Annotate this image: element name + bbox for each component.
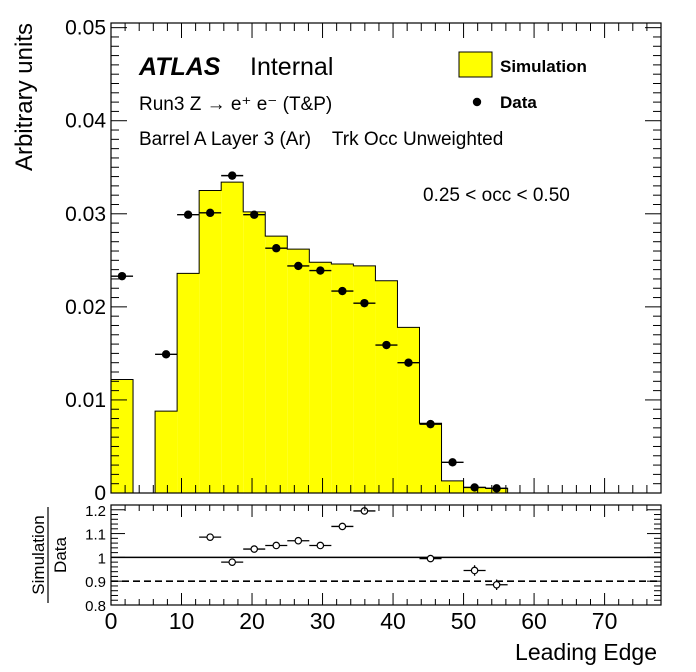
ratio-point: [228, 558, 236, 566]
atlas-label: ATLAS: [138, 53, 221, 81]
data-point: [470, 483, 479, 492]
ratio-point: [294, 536, 303, 545]
simulation-bin: [177, 273, 200, 493]
data-point: [227, 171, 237, 180]
data-point: [448, 458, 457, 467]
x-tick-label: 70: [592, 608, 618, 634]
simulation-bin: [353, 265, 376, 493]
x-tick-label: 20: [239, 608, 265, 634]
data-points: [111, 171, 508, 493]
simulation-bin: [221, 182, 244, 494]
simulation-outline: [110, 181, 509, 494]
region-annotation: Barrel A Layer 3 (Ar) Trk Occ Unweighted: [139, 129, 503, 150]
data-point: [117, 271, 127, 281]
data-point: [492, 484, 501, 493]
x-tick-label: 50: [451, 608, 477, 634]
ratio-y-label-denominator: Data: [51, 537, 70, 573]
x-tick-label: 10: [169, 608, 195, 634]
main-y-tick-labels: 0 0.01 0.02 0.03 0.04 0.05: [65, 17, 106, 505]
simulation-bin: [111, 379, 134, 493]
x-tick-label: 0: [105, 608, 118, 634]
simulation-bin: [441, 480, 464, 493]
x-tick-labels: 0 10 20 30 40 50 60 70: [105, 608, 618, 634]
x-tick-label: 60: [521, 608, 547, 634]
x-tick-label: 30: [310, 608, 336, 634]
y-tick-label: 0.02: [65, 296, 106, 319]
legend-data-marker: [472, 97, 482, 107]
y-tick-label: 0.05: [65, 17, 106, 40]
simulation-bin: [419, 423, 442, 493]
y-axis-label: Arbitrary units: [11, 23, 38, 171]
ratio-point: [206, 533, 214, 541]
process-annotation: Run3 Z → e⁺ e⁻ (T&P): [139, 94, 332, 115]
simulation-bin: [331, 264, 354, 493]
data-point: [250, 210, 259, 219]
data-point: [426, 419, 435, 429]
data-point: [183, 210, 193, 219]
data-point: [382, 340, 391, 350]
simulation-bin: [199, 190, 222, 493]
data-point: [404, 358, 413, 367]
ratio-y-tick-label: 1: [98, 550, 106, 567]
ratio-point: [426, 554, 435, 563]
simulation-bin: [265, 236, 288, 493]
main-axis-ticks: [110, 23, 662, 494]
ratio-point: [338, 522, 347, 531]
simulation-bin: [375, 280, 398, 493]
data-point: [161, 350, 171, 359]
y-tick-label: 0.01: [65, 389, 106, 412]
x-axis-label: Leading Edge: [515, 639, 657, 665]
data-point: [205, 208, 215, 218]
ratio-y-tick-label: 0.9: [85, 574, 106, 591]
ratio-y-tick-label: 1.1: [85, 527, 106, 544]
data-point: [338, 286, 347, 296]
legend-data-label: Data: [500, 93, 537, 112]
main-frame: [110, 22, 662, 494]
data-point: [294, 261, 303, 271]
simulation-bin: [243, 211, 266, 493]
ratio-points: [199, 507, 508, 590]
ratio-frame: [110, 504, 662, 606]
legend: Simulation Data: [458, 51, 587, 112]
ratio-y-label-numerator: Simulation: [29, 515, 48, 594]
data-point: [360, 298, 369, 308]
simulation-bin: [287, 249, 310, 493]
ratio-y-tick-label: 1.2: [85, 503, 106, 520]
y-tick-label: 0.03: [65, 203, 106, 226]
y-tick-label: 0.04: [65, 110, 106, 133]
ratio-point: [470, 566, 479, 575]
simulation-histogram: [110, 181, 509, 494]
data-point: [272, 244, 281, 253]
data-point: [316, 266, 325, 275]
ratio-panel: 0.8 0.9 1 1.1 1.2 0 10 20 30 40 50 60 70 Simulation…: [29, 503, 662, 665]
ratio-point: [316, 541, 325, 550]
atlas-status: Internal: [250, 53, 333, 81]
main-panel: 0 0.01 0.02 0.03 0.04 0.05 Arbitrary units AT…: [11, 17, 662, 505]
legend-simulation-swatch: [458, 51, 493, 78]
ratio-axis-ticks: [110, 504, 662, 606]
simulation-bin: [155, 411, 178, 493]
x-tick-label: 40: [380, 608, 406, 634]
simulation-bin: [309, 262, 332, 493]
y-tick-label: 0: [94, 482, 106, 505]
ratio-point: [492, 580, 501, 589]
ratio-y-tick-label: 0.8: [85, 598, 106, 615]
simulation-bin: [397, 327, 420, 493]
ratio-reference-lines: [111, 556, 661, 582]
legend-simulation-label: Simulation: [500, 57, 587, 76]
ratio-y-tick-labels: 0.8 0.9 1 1.1 1.2: [85, 503, 106, 615]
ratio-point: [272, 541, 281, 550]
ratio-point: [250, 545, 259, 553]
occupancy-range-annotation: 0.25 < occ < 0.50: [423, 185, 570, 206]
